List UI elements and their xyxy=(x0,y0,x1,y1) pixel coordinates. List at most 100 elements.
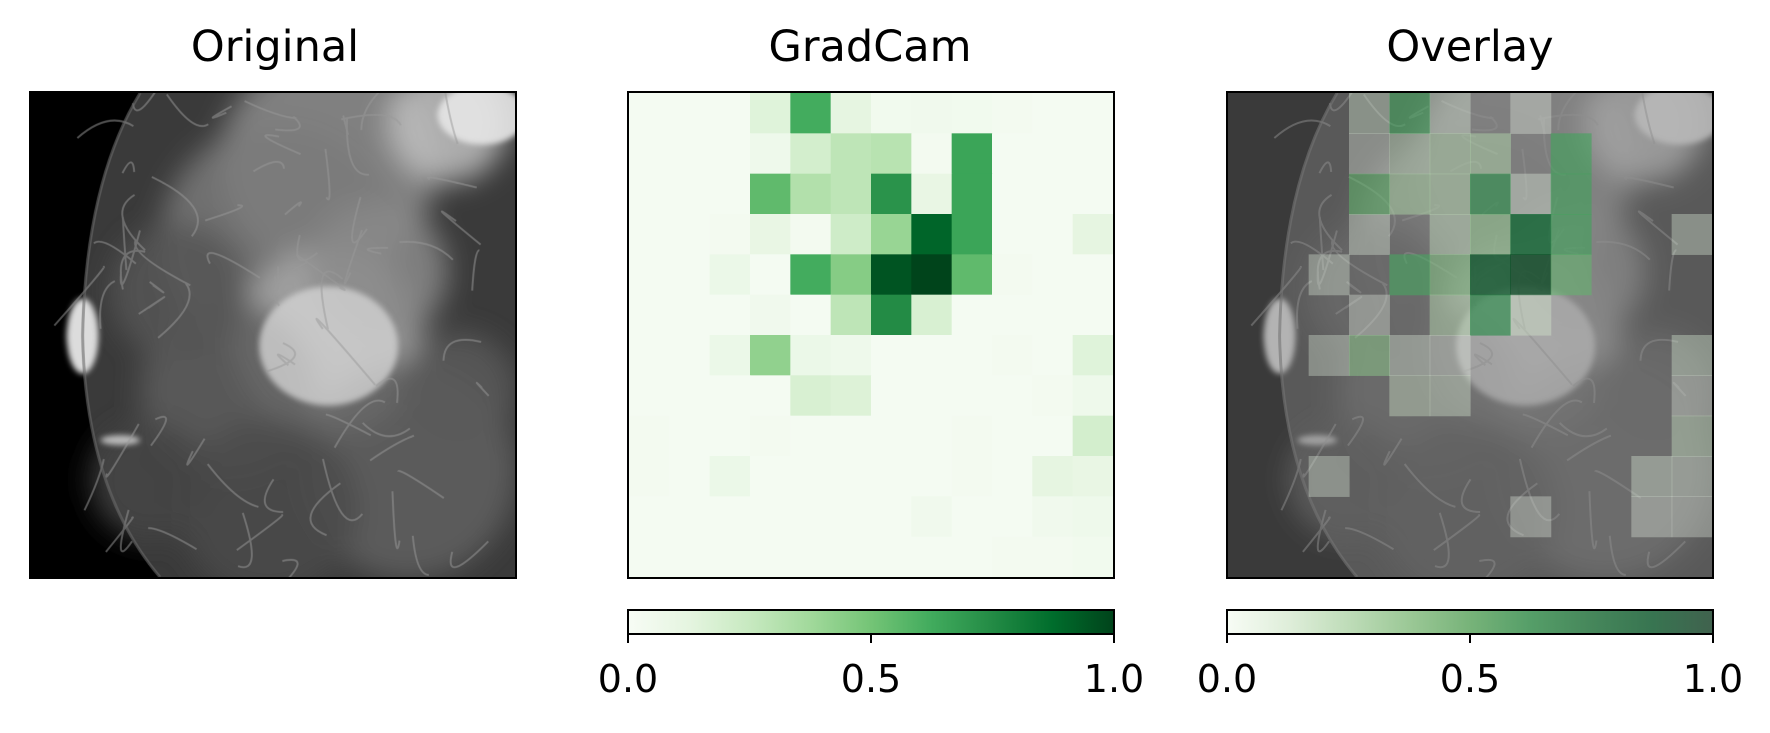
overlay-colorbar-tick xyxy=(1712,633,1714,643)
heatmap-cell xyxy=(992,214,1033,255)
heatmap-cell xyxy=(992,415,1033,457)
heatmap-cell xyxy=(911,375,953,417)
heatmap-cell xyxy=(790,214,832,255)
heatmap-cell xyxy=(871,294,912,336)
overlay-cell xyxy=(1510,496,1552,538)
heatmap-cell xyxy=(629,496,670,538)
heatmap-cell xyxy=(1032,536,1074,577)
heatmap-cell xyxy=(709,214,751,255)
heatmap-cell xyxy=(951,456,993,497)
overlay-cell xyxy=(1671,456,1712,497)
heatmap-cell xyxy=(709,133,751,175)
overlay-cell xyxy=(1349,214,1390,255)
heatmap-cell xyxy=(629,294,670,336)
overlay-cell xyxy=(1308,335,1350,376)
heatmap-cell xyxy=(871,335,912,376)
overlay-cell xyxy=(1389,173,1431,215)
heatmap-cell xyxy=(790,294,832,336)
heatmap-cell xyxy=(750,173,791,215)
heatmap-cell xyxy=(669,375,711,417)
heatmap-cell xyxy=(629,254,670,296)
heatmap-cell xyxy=(1032,254,1074,296)
overlay-cell xyxy=(1550,254,1592,296)
heatmap-cell xyxy=(1072,415,1113,457)
overlay-cell xyxy=(1389,335,1431,376)
overlay-cell xyxy=(1631,496,1673,538)
heatmap-cell xyxy=(1072,335,1113,376)
heatmap-cell xyxy=(629,133,670,175)
overlay-cell xyxy=(1510,294,1552,336)
heatmap-cell xyxy=(709,93,751,134)
heatmap-cell xyxy=(992,93,1033,134)
heatmap-cell xyxy=(629,214,670,255)
heatmap-cell xyxy=(669,415,711,457)
overlay-cell xyxy=(1510,173,1552,215)
heatmap-cell xyxy=(951,496,993,538)
heatmap-cell xyxy=(871,375,912,417)
overlay-cell xyxy=(1308,254,1350,296)
overlay-cell xyxy=(1429,375,1471,417)
overlay-colorbar-ticklabel: 1.0 xyxy=(1682,657,1744,701)
overlay-cell xyxy=(1550,173,1592,215)
overlay-cell xyxy=(1510,214,1552,255)
overlay-cell xyxy=(1671,335,1712,376)
heatmap-cell xyxy=(911,335,953,376)
heatmap-cell xyxy=(709,173,751,215)
heatmap-cell xyxy=(790,536,832,577)
gradcam-colorbar-tick xyxy=(627,633,629,643)
heatmap-cell xyxy=(1032,294,1074,336)
heatmap-cell xyxy=(830,456,872,497)
heatmap-cell xyxy=(911,415,953,457)
heatmap-cell xyxy=(1032,415,1074,457)
heatmap-cell xyxy=(669,294,711,336)
overlay-cell xyxy=(1671,496,1712,538)
gradcam-heatmap xyxy=(627,91,1115,579)
overlay-colorbar-tick xyxy=(1469,633,1471,643)
heatmap-cell xyxy=(911,133,953,175)
heatmap-cell xyxy=(629,93,670,134)
heatmap-cell xyxy=(951,375,993,417)
overlay-cell xyxy=(1349,173,1390,215)
overlay-cell xyxy=(1631,456,1673,497)
overlay-cell xyxy=(1349,294,1390,336)
heatmap-cell xyxy=(1032,214,1074,255)
heatmap-cell xyxy=(629,456,670,497)
heatmap-cell xyxy=(790,93,832,134)
heatmap-cell xyxy=(830,496,872,538)
heatmap-cell xyxy=(669,496,711,538)
overlay-title: Overlay xyxy=(1386,22,1554,72)
gradcam-colorbar-ticklabel: 1.0 xyxy=(1083,657,1145,701)
heatmap-cell xyxy=(992,335,1033,376)
overlay-cell xyxy=(1550,133,1592,175)
heatmap-cell xyxy=(1032,335,1074,376)
heatmap-cell xyxy=(951,254,993,296)
gradcam-title: GradCam xyxy=(768,22,972,72)
heatmap-cell xyxy=(911,536,953,577)
heatmap-cell xyxy=(1032,173,1074,215)
heatmap-cell xyxy=(951,214,993,255)
heatmap-cell xyxy=(830,375,872,417)
heatmap-cell xyxy=(669,536,711,577)
mammogram-image xyxy=(31,93,515,577)
overlay-cell xyxy=(1429,214,1471,255)
heatmap-cell xyxy=(871,214,912,255)
heatmap-cell xyxy=(629,375,670,417)
heatmap-cell xyxy=(871,496,912,538)
heatmap-cell xyxy=(1072,456,1113,497)
overlay-colorbar xyxy=(1226,609,1714,635)
overlay-cell xyxy=(1429,93,1471,134)
overlay-cell xyxy=(1510,93,1552,134)
heatmap-cell xyxy=(750,294,791,336)
heatmap-cell xyxy=(1072,93,1113,134)
heatmap-cell xyxy=(1032,375,1074,417)
heatmap-cell xyxy=(750,375,791,417)
heatmap-cell xyxy=(911,456,953,497)
heatmap-cell xyxy=(1072,214,1113,255)
overlay-cell xyxy=(1349,93,1390,134)
heatmap-cell xyxy=(669,254,711,296)
overlay-colorbar-ticklabel: 0.0 xyxy=(1196,657,1258,701)
overlay-cell xyxy=(1349,335,1390,376)
heatmap-cell xyxy=(1072,294,1113,336)
heatmap-cell xyxy=(830,335,872,376)
overlay-colorbar-tick xyxy=(1226,633,1228,643)
